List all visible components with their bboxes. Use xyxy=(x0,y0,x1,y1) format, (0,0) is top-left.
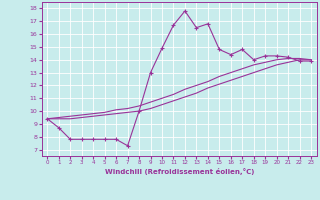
X-axis label: Windchill (Refroidissement éolien,°C): Windchill (Refroidissement éolien,°C) xyxy=(105,168,254,175)
